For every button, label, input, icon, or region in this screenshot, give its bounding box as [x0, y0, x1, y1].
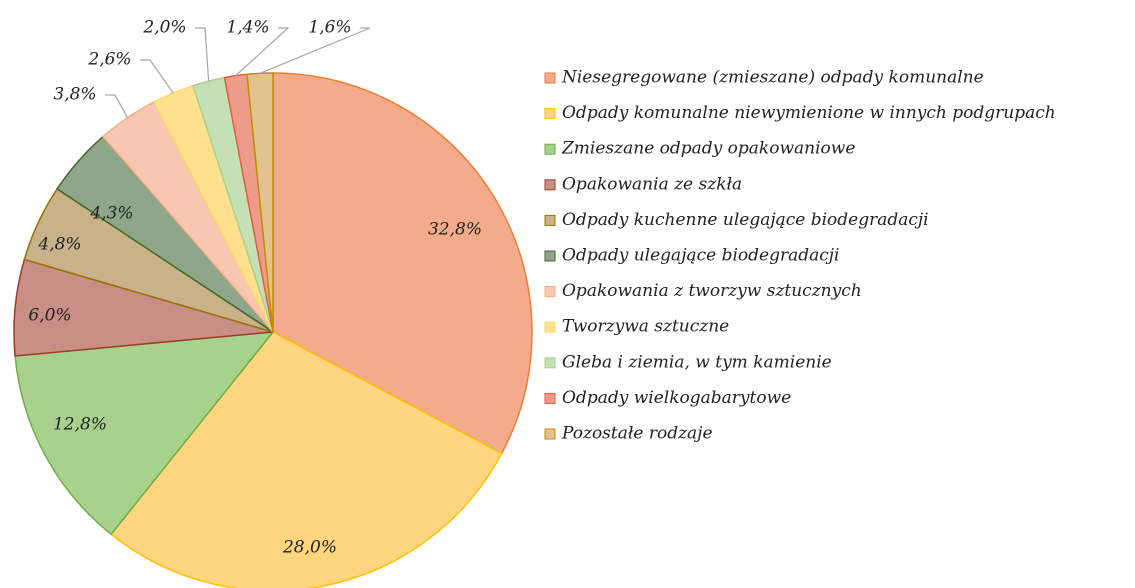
- legend-label: Odpady wielkogabarytowe: [562, 388, 791, 408]
- legend-swatch: [544, 214, 556, 226]
- legend-swatch: [544, 72, 556, 84]
- legend-label: Gleba i ziemia, w tym kamienie: [562, 352, 832, 372]
- legend-swatch: [544, 286, 556, 298]
- legend-swatch: [544, 428, 556, 440]
- legend-label: Zmieszane odpady opakowaniowe: [561, 139, 855, 159]
- pie-slice: [110, 331, 503, 588]
- pie-slice: [246, 72, 274, 333]
- legend-swatch: [544, 179, 556, 191]
- data-label: 4,8%: [37, 235, 81, 255]
- legend-label: Odpady komunalne niewymienione w innych …: [562, 103, 1056, 123]
- leader-line: [235, 27, 290, 77]
- data-label: 6,0%: [28, 306, 71, 326]
- leader-line: [105, 94, 129, 118]
- data-label: 12,8%: [53, 415, 107, 435]
- legend-label: Opakowania ze szkła: [562, 174, 742, 194]
- data-label: 4,3%: [89, 204, 133, 224]
- data-label: 32,8%: [428, 220, 482, 240]
- data-label: 1,6%: [308, 18, 351, 38]
- legend-label: Odpady ulegające biodegradacji: [562, 246, 839, 266]
- leader-line: [140, 59, 174, 94]
- legend-swatch: [544, 250, 556, 262]
- legend-swatch: [544, 108, 556, 120]
- legend-label: Pozostałe rodzaje: [561, 424, 713, 444]
- legend-label: Niesegregowane (zmieszane) odpady komuna…: [561, 68, 984, 88]
- data-label: 1,4%: [226, 18, 269, 38]
- legend-swatch: [544, 392, 556, 404]
- legend-swatch: [544, 321, 556, 333]
- pie-slice: [272, 72, 533, 455]
- data-label: 2,6%: [87, 50, 131, 70]
- leader-line: [259, 27, 371, 74]
- data-label: 3,8%: [53, 85, 96, 105]
- legend-label: Tworzywa sztuczne: [562, 317, 729, 337]
- pie-slice: [14, 331, 275, 536]
- data-label: 2,0%: [142, 18, 186, 38]
- legend-swatch: [544, 357, 556, 369]
- legend-swatch: [544, 143, 556, 155]
- data-label: 28,0%: [282, 538, 337, 558]
- legend-label: Opakowania z tworzyw sztucznych: [562, 281, 862, 301]
- leader-line: [195, 27, 210, 82]
- legend-label: Odpady kuchenne ulegające biodegradacji: [562, 210, 929, 230]
